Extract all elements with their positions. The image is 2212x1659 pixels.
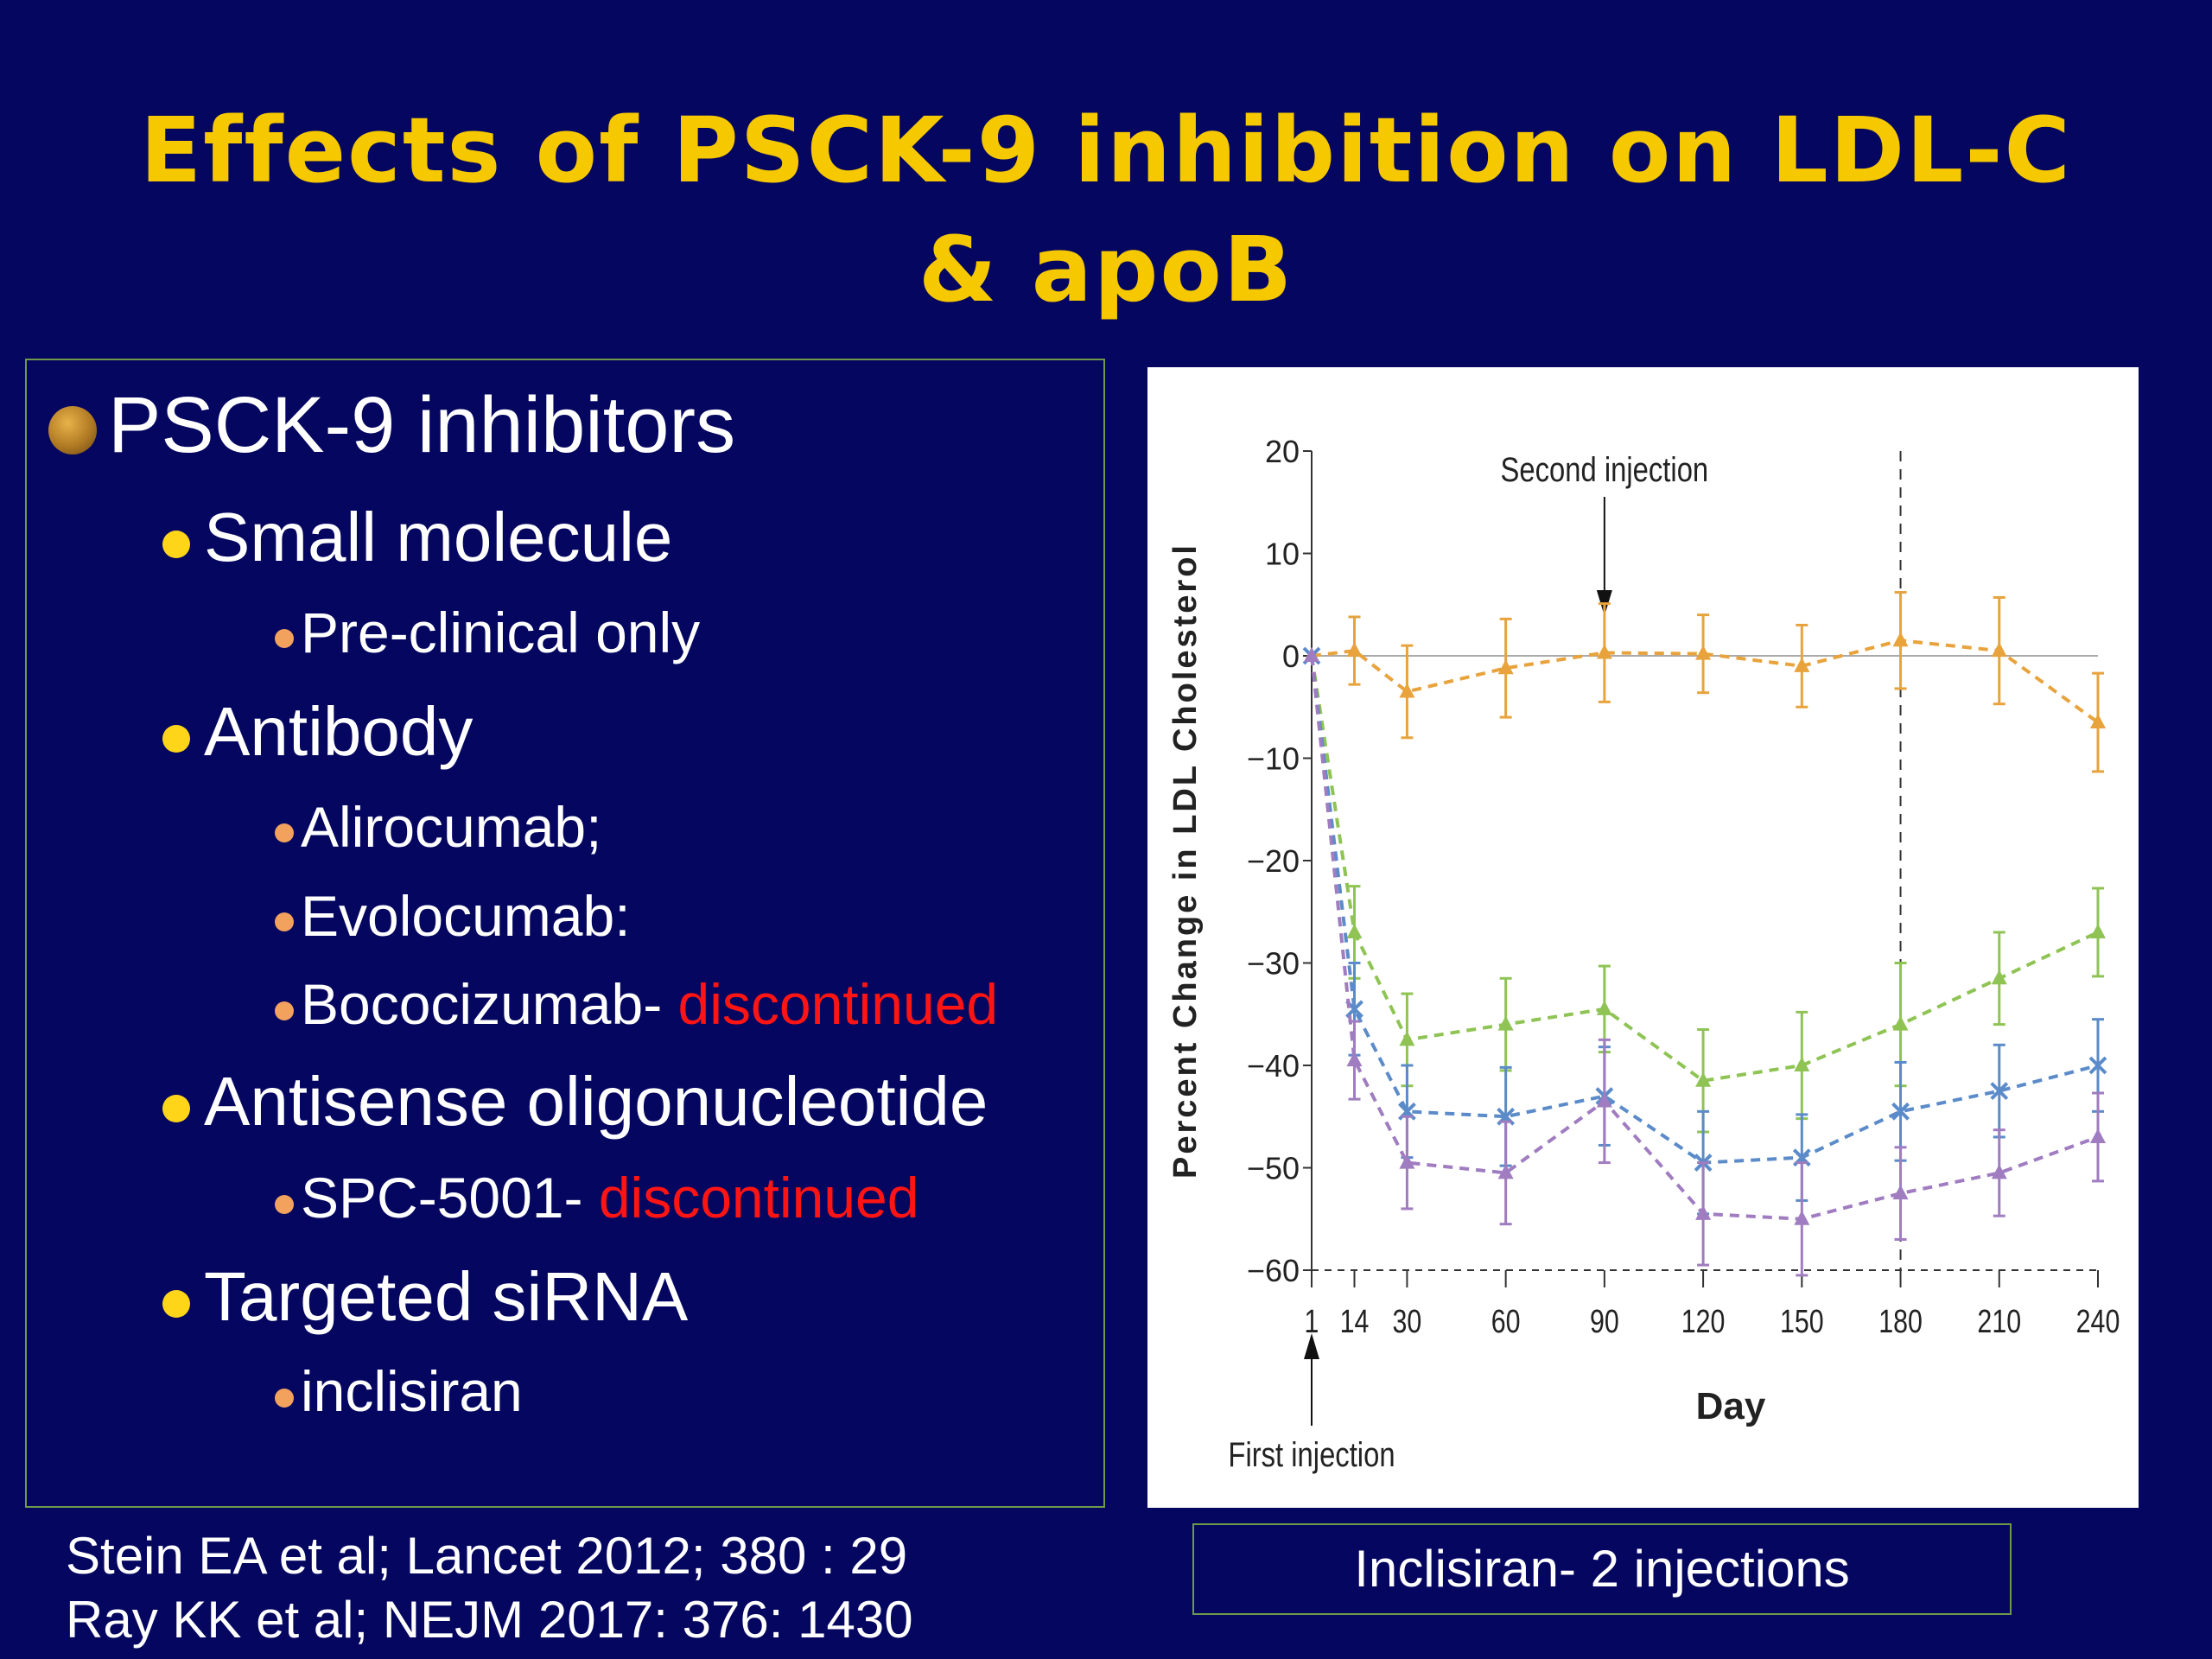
data-point bbox=[1596, 644, 1612, 659]
bullet-alirocumab: Alirocumab; bbox=[301, 795, 602, 859]
x-tick-label: 120 bbox=[1681, 1304, 1726, 1340]
bullet-antibody: Antibody bbox=[204, 693, 474, 770]
data-point bbox=[1596, 1092, 1612, 1108]
data-point bbox=[1346, 1052, 1363, 1067]
data-point bbox=[1346, 923, 1363, 938]
bullet-dot-icon bbox=[48, 406, 97, 454]
bullet-dot-icon bbox=[162, 725, 190, 753]
bullet-pcsk9-inhibitors: PSCK-9 inhibitors bbox=[108, 381, 736, 469]
bullet-panel bbox=[25, 359, 1105, 1508]
bococizumab-status: discontinued bbox=[677, 972, 999, 1036]
bullet-dot-icon bbox=[275, 1389, 294, 1408]
y-axis-label: Percent Change in LDL Cholesterol bbox=[1167, 543, 1204, 1179]
data-point bbox=[2090, 714, 2106, 729]
data-point bbox=[1399, 1031, 1415, 1046]
data-point bbox=[1991, 1164, 2007, 1179]
bullet-dot-icon bbox=[162, 1290, 190, 1318]
slide-title: Effects of PSCK-9 inhibition on LDL-C & … bbox=[0, 91, 2212, 329]
data-point bbox=[1990, 1082, 2009, 1101]
bullet-targeted-sirna: Targeted siRNA bbox=[204, 1258, 689, 1335]
reference-1: Stein EA et al; Lancet 2012; 380 : 29 bbox=[66, 1527, 908, 1585]
bullet-bococizumab: Bococizumab- discontinued bbox=[301, 971, 998, 1037]
bullet-small-molecule: Small molecule bbox=[204, 499, 673, 575]
data-point bbox=[1991, 642, 2007, 658]
series-line bbox=[1310, 655, 2099, 1083]
data-point bbox=[2090, 1128, 2106, 1143]
spc-status: discontinued bbox=[598, 1166, 919, 1230]
title-line-2: & apoB bbox=[918, 217, 1294, 322]
x-tick-label: 180 bbox=[1878, 1304, 1923, 1340]
ldl-chart-panel: 20 10 0 −10 −20 −30 −40 −50 −60 1 14 30 60 90 120 150 18… bbox=[1147, 367, 2139, 1508]
first-injection-arrowhead bbox=[1304, 1333, 1319, 1359]
y-tick-label: 20 bbox=[1265, 434, 1300, 469]
data-point bbox=[2088, 1056, 2107, 1075]
x-tick-label: 150 bbox=[1780, 1304, 1824, 1340]
bullet-spc5001: SPC-5001- discontinued bbox=[301, 1165, 918, 1230]
y-tick-label: −50 bbox=[1247, 1151, 1300, 1186]
x-tick-label: 240 bbox=[2076, 1304, 2120, 1340]
data-point bbox=[1497, 659, 1514, 675]
bullet-inclisiran: inclisiran bbox=[301, 1359, 523, 1423]
data-point bbox=[2090, 923, 2106, 938]
data-point bbox=[1346, 642, 1363, 658]
series-line bbox=[1310, 655, 2099, 1221]
chart-caption: Inclisiran- 2 injections bbox=[1192, 1523, 2012, 1615]
data-point bbox=[1497, 1164, 1514, 1179]
y-tick-label: −10 bbox=[1247, 741, 1300, 777]
y-tick-label: −30 bbox=[1247, 946, 1300, 982]
y-tick-label: −20 bbox=[1247, 843, 1300, 879]
y-tick-label: 0 bbox=[1282, 639, 1300, 674]
data-point bbox=[1892, 1185, 1909, 1200]
x-tick-label: 14 bbox=[1340, 1304, 1370, 1340]
second-injection-label: Second injection bbox=[1501, 450, 1709, 489]
x-tick-label: 30 bbox=[1393, 1304, 1422, 1340]
data-point bbox=[1794, 1210, 1810, 1225]
data-point bbox=[1695, 1071, 1712, 1087]
series-line bbox=[1311, 639, 2100, 724]
data-point bbox=[1794, 657, 1810, 672]
spc-label: SPC-5001- bbox=[301, 1166, 599, 1230]
data-point bbox=[1991, 969, 2007, 985]
series-line bbox=[1310, 655, 2099, 1165]
data-point bbox=[1892, 1015, 1909, 1031]
x-axis-label: Day bbox=[1696, 1385, 1766, 1427]
data-point bbox=[1892, 632, 1909, 647]
data-point bbox=[1497, 1015, 1514, 1031]
bullet-dot-icon bbox=[275, 823, 294, 842]
y-tick-label: 10 bbox=[1265, 537, 1300, 572]
bullet-dot-icon bbox=[162, 1095, 190, 1122]
x-tick-label: 90 bbox=[1590, 1304, 1619, 1340]
ldl-chart: 20 10 0 −10 −20 −30 −40 −50 −601 14 30 60 90 120 150 18… bbox=[1167, 434, 2120, 1474]
first-injection-label: First injection bbox=[1228, 1435, 1395, 1474]
x-tick-label: 1 bbox=[1305, 1304, 1319, 1340]
data-point bbox=[1891, 1102, 1910, 1121]
bullet-dot-icon bbox=[275, 1001, 294, 1020]
bullet-dot-icon bbox=[162, 531, 190, 558]
data-point bbox=[1399, 1154, 1415, 1169]
x-tick-label: 60 bbox=[1491, 1304, 1521, 1340]
data-point bbox=[1794, 1057, 1810, 1071]
bullet-evolocumab: Evolocumab: bbox=[301, 884, 631, 948]
x-tick-label: 210 bbox=[1977, 1304, 2021, 1340]
bullet-antisense: Antisense oligonucleotide bbox=[204, 1063, 988, 1140]
data-point bbox=[1304, 647, 1319, 662]
bullet-dot-icon bbox=[275, 629, 294, 648]
data-point bbox=[1695, 645, 1712, 660]
data-point bbox=[1695, 1205, 1712, 1220]
y-tick-label: −60 bbox=[1247, 1253, 1300, 1288]
bullet-preclinical: Pre-clinical only bbox=[301, 601, 701, 664]
bullet-dot-icon bbox=[275, 912, 294, 931]
y-tick-label: −40 bbox=[1247, 1048, 1300, 1084]
data-point bbox=[1399, 683, 1415, 698]
reference-2: Ray KK et al; NEJM 2017: 376: 1430 bbox=[66, 1591, 913, 1649]
data-point bbox=[1596, 1000, 1612, 1015]
bococizumab-label: Bococizumab- bbox=[301, 972, 678, 1036]
bullet-dot-icon bbox=[275, 1195, 294, 1214]
title-line-1: Effects of PSCK-9 inhibition on LDL-C bbox=[140, 98, 2072, 203]
